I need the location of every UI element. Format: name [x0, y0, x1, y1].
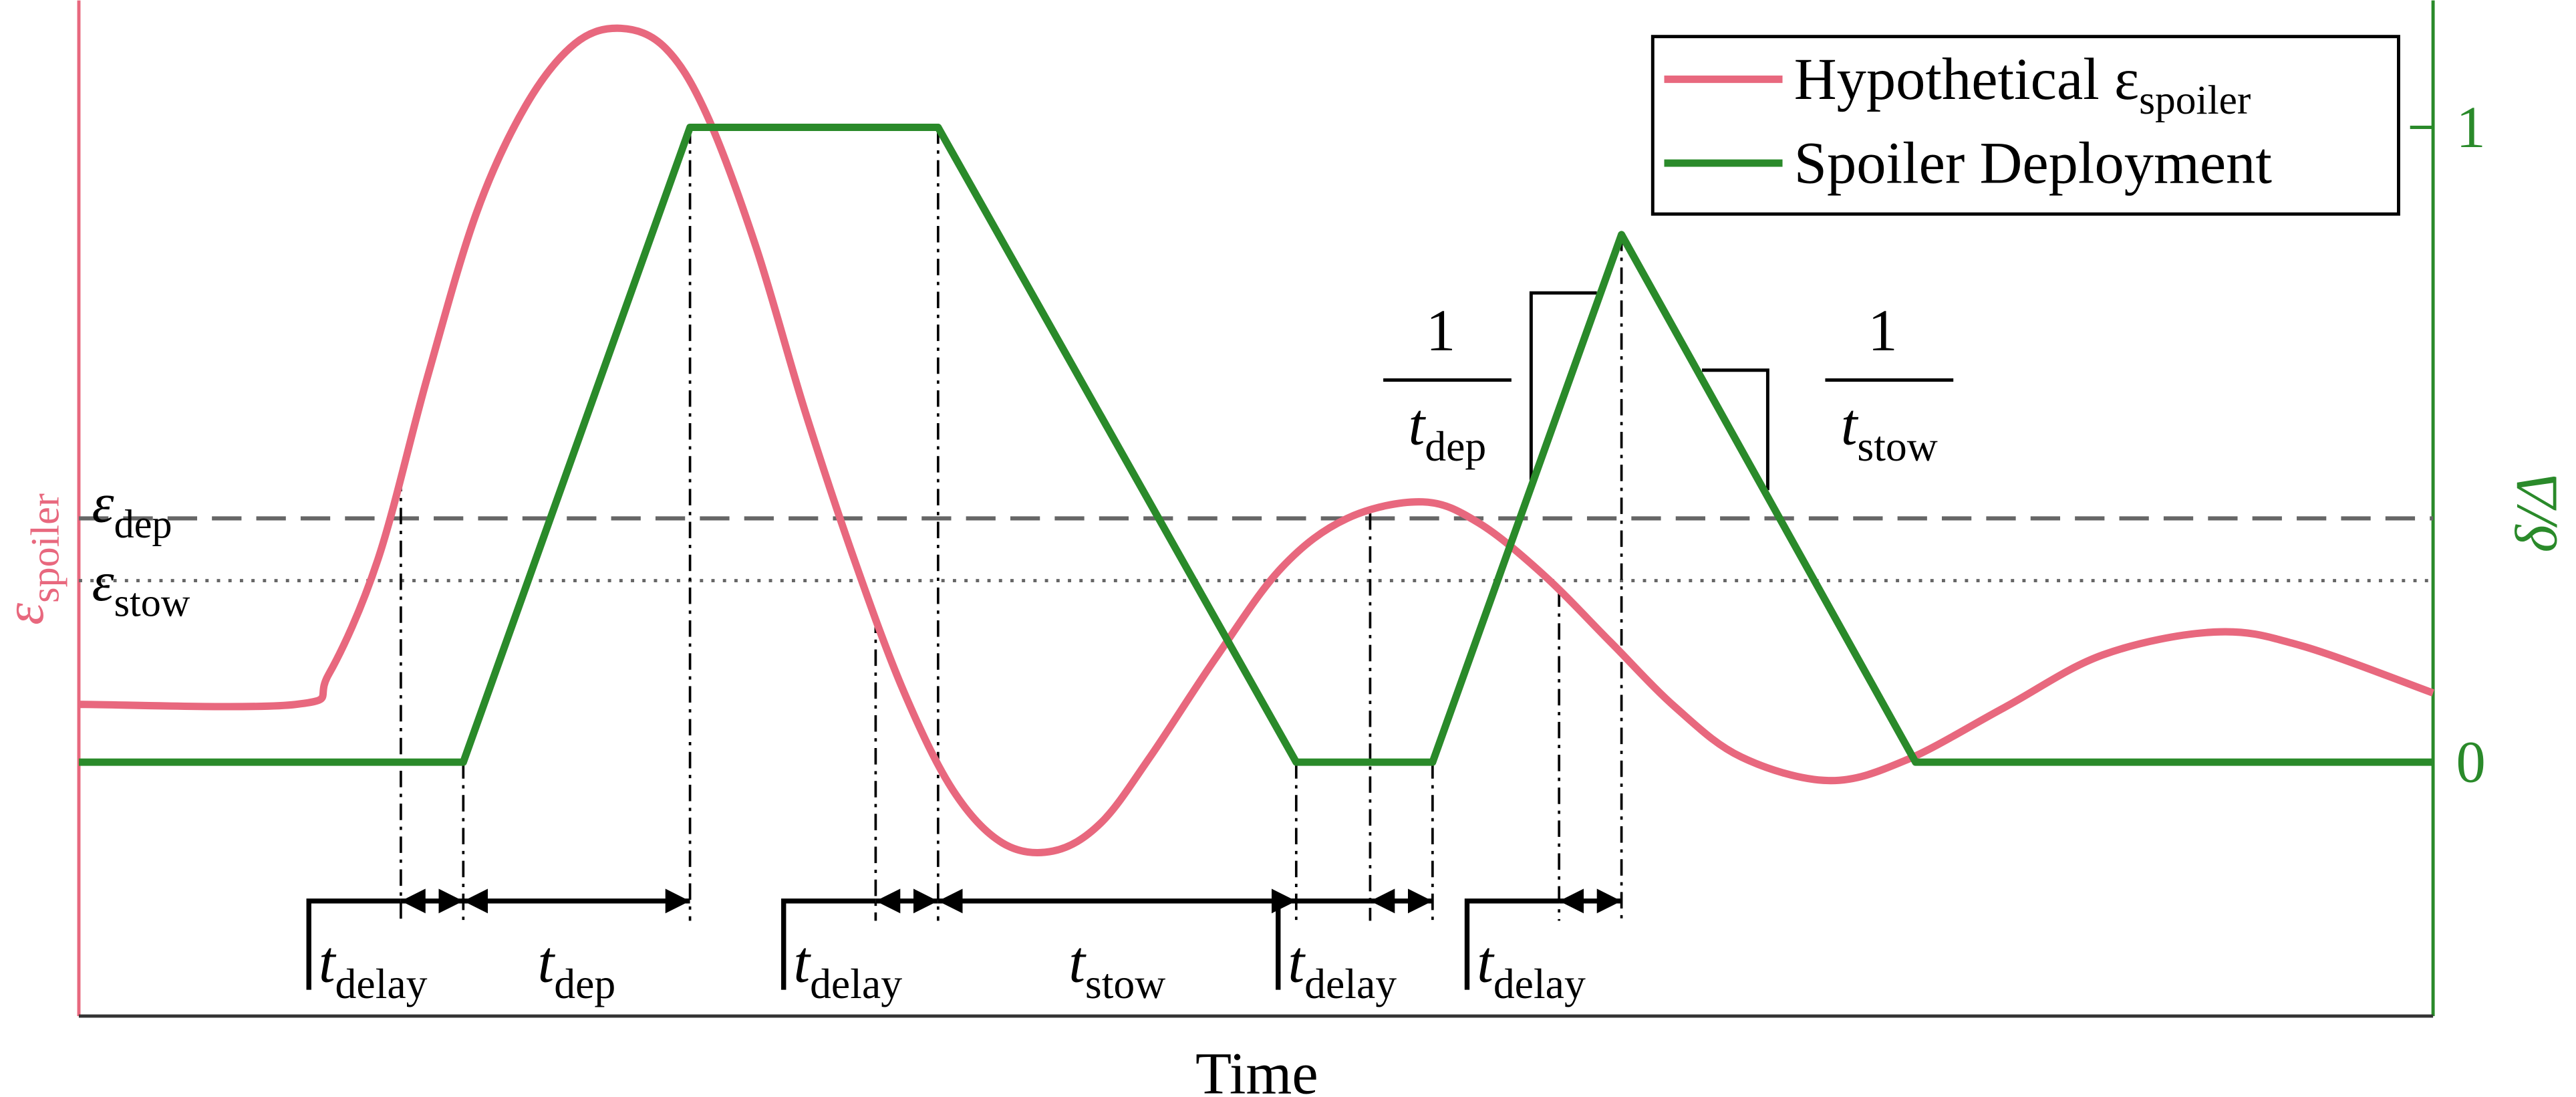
interval-bracket	[781, 898, 876, 990]
legend-name: Spoiler Deployment	[1794, 130, 2273, 196]
interval-label: tdelay	[1477, 929, 1586, 1007]
interval-label-symbol: t	[1068, 929, 1087, 995]
interval-label-symbol: t	[538, 929, 556, 995]
series-line	[79, 24, 2434, 856]
threshold-label: εdep	[92, 473, 172, 546]
y-axis-label-subscript: spoiler	[23, 493, 67, 603]
interval-label-symbol: t	[793, 929, 811, 995]
slope-denominator-symbol: t	[1409, 392, 1427, 457]
interval-label-subscript: delay	[810, 960, 902, 1007]
y-axis-label-group: εspoiler	[0, 493, 67, 625]
slope-bracket	[1529, 291, 1597, 481]
threshold-label: εstow	[92, 552, 190, 625]
interval-label-symbol: t	[319, 929, 337, 995]
interval-label-subscript: delay	[1493, 960, 1586, 1007]
slope-denominator-subscript: dep	[1425, 422, 1486, 470]
interval-bracket	[1464, 898, 1560, 990]
series-line	[79, 123, 2434, 766]
threshold-label-symbol: ε	[92, 552, 114, 613]
interval-label-symbol: t	[1477, 929, 1495, 995]
threshold-label-symbol: ε	[92, 473, 114, 534]
interval-label-subscript: dep	[554, 960, 615, 1007]
y2-tick-label: 1	[2456, 95, 2486, 160]
legend-subscript: spoiler	[2139, 78, 2251, 123]
interval-label: tdelay	[1288, 929, 1397, 1007]
interval-label: tdep	[538, 929, 616, 1007]
slope-denominator: tdep	[1409, 392, 1487, 470]
legend-label: Spoiler Deployment	[1794, 130, 2273, 196]
threshold-label-subscript: dep	[114, 502, 172, 547]
interval-label-subscript: delay	[335, 960, 428, 1007]
slope-numerator: 1	[1868, 298, 1897, 364]
interval-label-symbol: t	[1288, 929, 1306, 995]
y2-tick-label: 0	[2456, 730, 2486, 796]
interval-bracket	[306, 898, 401, 990]
interval-label: tdelay	[793, 929, 902, 1007]
slope-numerator: 1	[1426, 298, 1455, 364]
threshold-label-subscript: stow	[114, 580, 190, 625]
interval-label-subscript: stow	[1085, 960, 1165, 1007]
legend: Hypothetical εspoiler Spoiler Deployment	[1651, 35, 2400, 216]
y-axis-label: εspoiler	[0, 493, 67, 625]
interval-label-subscript: delay	[1304, 960, 1397, 1007]
slope-bracket	[1702, 368, 1769, 491]
interval-bracket	[1276, 898, 1371, 990]
slope-denominator-subscript: stow	[1857, 422, 1937, 470]
legend-box	[1651, 35, 2400, 216]
x-axis-label: Time	[1195, 1042, 1318, 1097]
legend-name: Hypothetical ε	[1794, 47, 2139, 112]
interval-label: tdelay	[319, 929, 428, 1007]
interval-label: tstow	[1068, 929, 1165, 1007]
y2-axis-label: δ/Δ	[2504, 474, 2569, 553]
slope-denominator-symbol: t	[1841, 392, 1859, 457]
slope-denominator: tstow	[1841, 392, 1938, 470]
y-axis-label-symbol: ε	[0, 603, 55, 625]
legend-label: Hypothetical εspoiler	[1794, 47, 2251, 123]
